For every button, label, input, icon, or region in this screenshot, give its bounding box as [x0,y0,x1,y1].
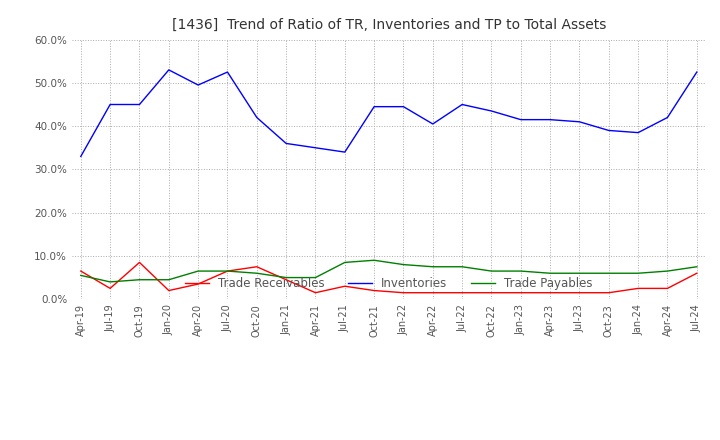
Trade Payables [341,260,349,265]
Trade Payables [663,268,672,274]
Inventories [341,150,349,155]
Inventories [399,104,408,109]
Trade Receivables [194,282,202,287]
Inventories [428,121,437,127]
Trade Payables [487,268,496,274]
Inventories [282,141,290,146]
Title: [1436]  Trend of Ratio of TR, Inventories and TP to Total Assets: [1436] Trend of Ratio of TR, Inventories… [171,18,606,32]
Trade Receivables [634,286,642,291]
Trade Receivables [546,290,554,295]
Inventories [76,154,85,159]
Trade Receivables [399,290,408,295]
Legend: Trade Receivables, Inventories, Trade Payables: Trade Receivables, Inventories, Trade Pa… [180,272,598,295]
Trade Receivables [663,286,672,291]
Trade Payables [164,277,173,282]
Trade Receivables [516,290,525,295]
Trade Payables [693,264,701,269]
Inventories [634,130,642,135]
Trade Receivables [428,290,437,295]
Trade Receivables [135,260,144,265]
Inventories [458,102,467,107]
Trade Payables [370,258,379,263]
Trade Payables [428,264,437,269]
Trade Payables [76,273,85,278]
Inventories [693,70,701,75]
Inventories [135,102,144,107]
Trade Receivables [282,277,290,282]
Trade Receivables [605,290,613,295]
Trade Payables [282,275,290,280]
Inventories [575,119,584,125]
Line: Inventories: Inventories [81,70,697,156]
Trade Receivables [223,268,232,274]
Trade Payables [223,268,232,274]
Trade Receivables [575,290,584,295]
Trade Payables [194,268,202,274]
Inventories [253,115,261,120]
Inventories [106,102,114,107]
Trade Payables [135,277,144,282]
Trade Receivables [106,286,114,291]
Trade Payables [311,275,320,280]
Inventories [311,145,320,150]
Inventories [370,104,379,109]
Inventories [164,67,173,73]
Trade Payables [546,271,554,276]
Trade Payables [458,264,467,269]
Inventories [194,82,202,88]
Trade Receivables [458,290,467,295]
Trade Payables [605,271,613,276]
Trade Payables [575,271,584,276]
Trade Receivables [164,288,173,293]
Inventories [605,128,613,133]
Line: Trade Receivables: Trade Receivables [81,262,697,293]
Trade Receivables [693,271,701,276]
Trade Receivables [76,268,85,274]
Line: Trade Payables: Trade Payables [81,260,697,282]
Trade Receivables [253,264,261,269]
Trade Payables [106,279,114,285]
Inventories [487,108,496,114]
Trade Receivables [487,290,496,295]
Trade Receivables [311,290,320,295]
Trade Receivables [341,284,349,289]
Trade Receivables [370,288,379,293]
Inventories [223,70,232,75]
Trade Payables [399,262,408,267]
Inventories [516,117,525,122]
Inventories [663,115,672,120]
Inventories [546,117,554,122]
Trade Payables [253,271,261,276]
Trade Payables [634,271,642,276]
Trade Payables [516,268,525,274]
